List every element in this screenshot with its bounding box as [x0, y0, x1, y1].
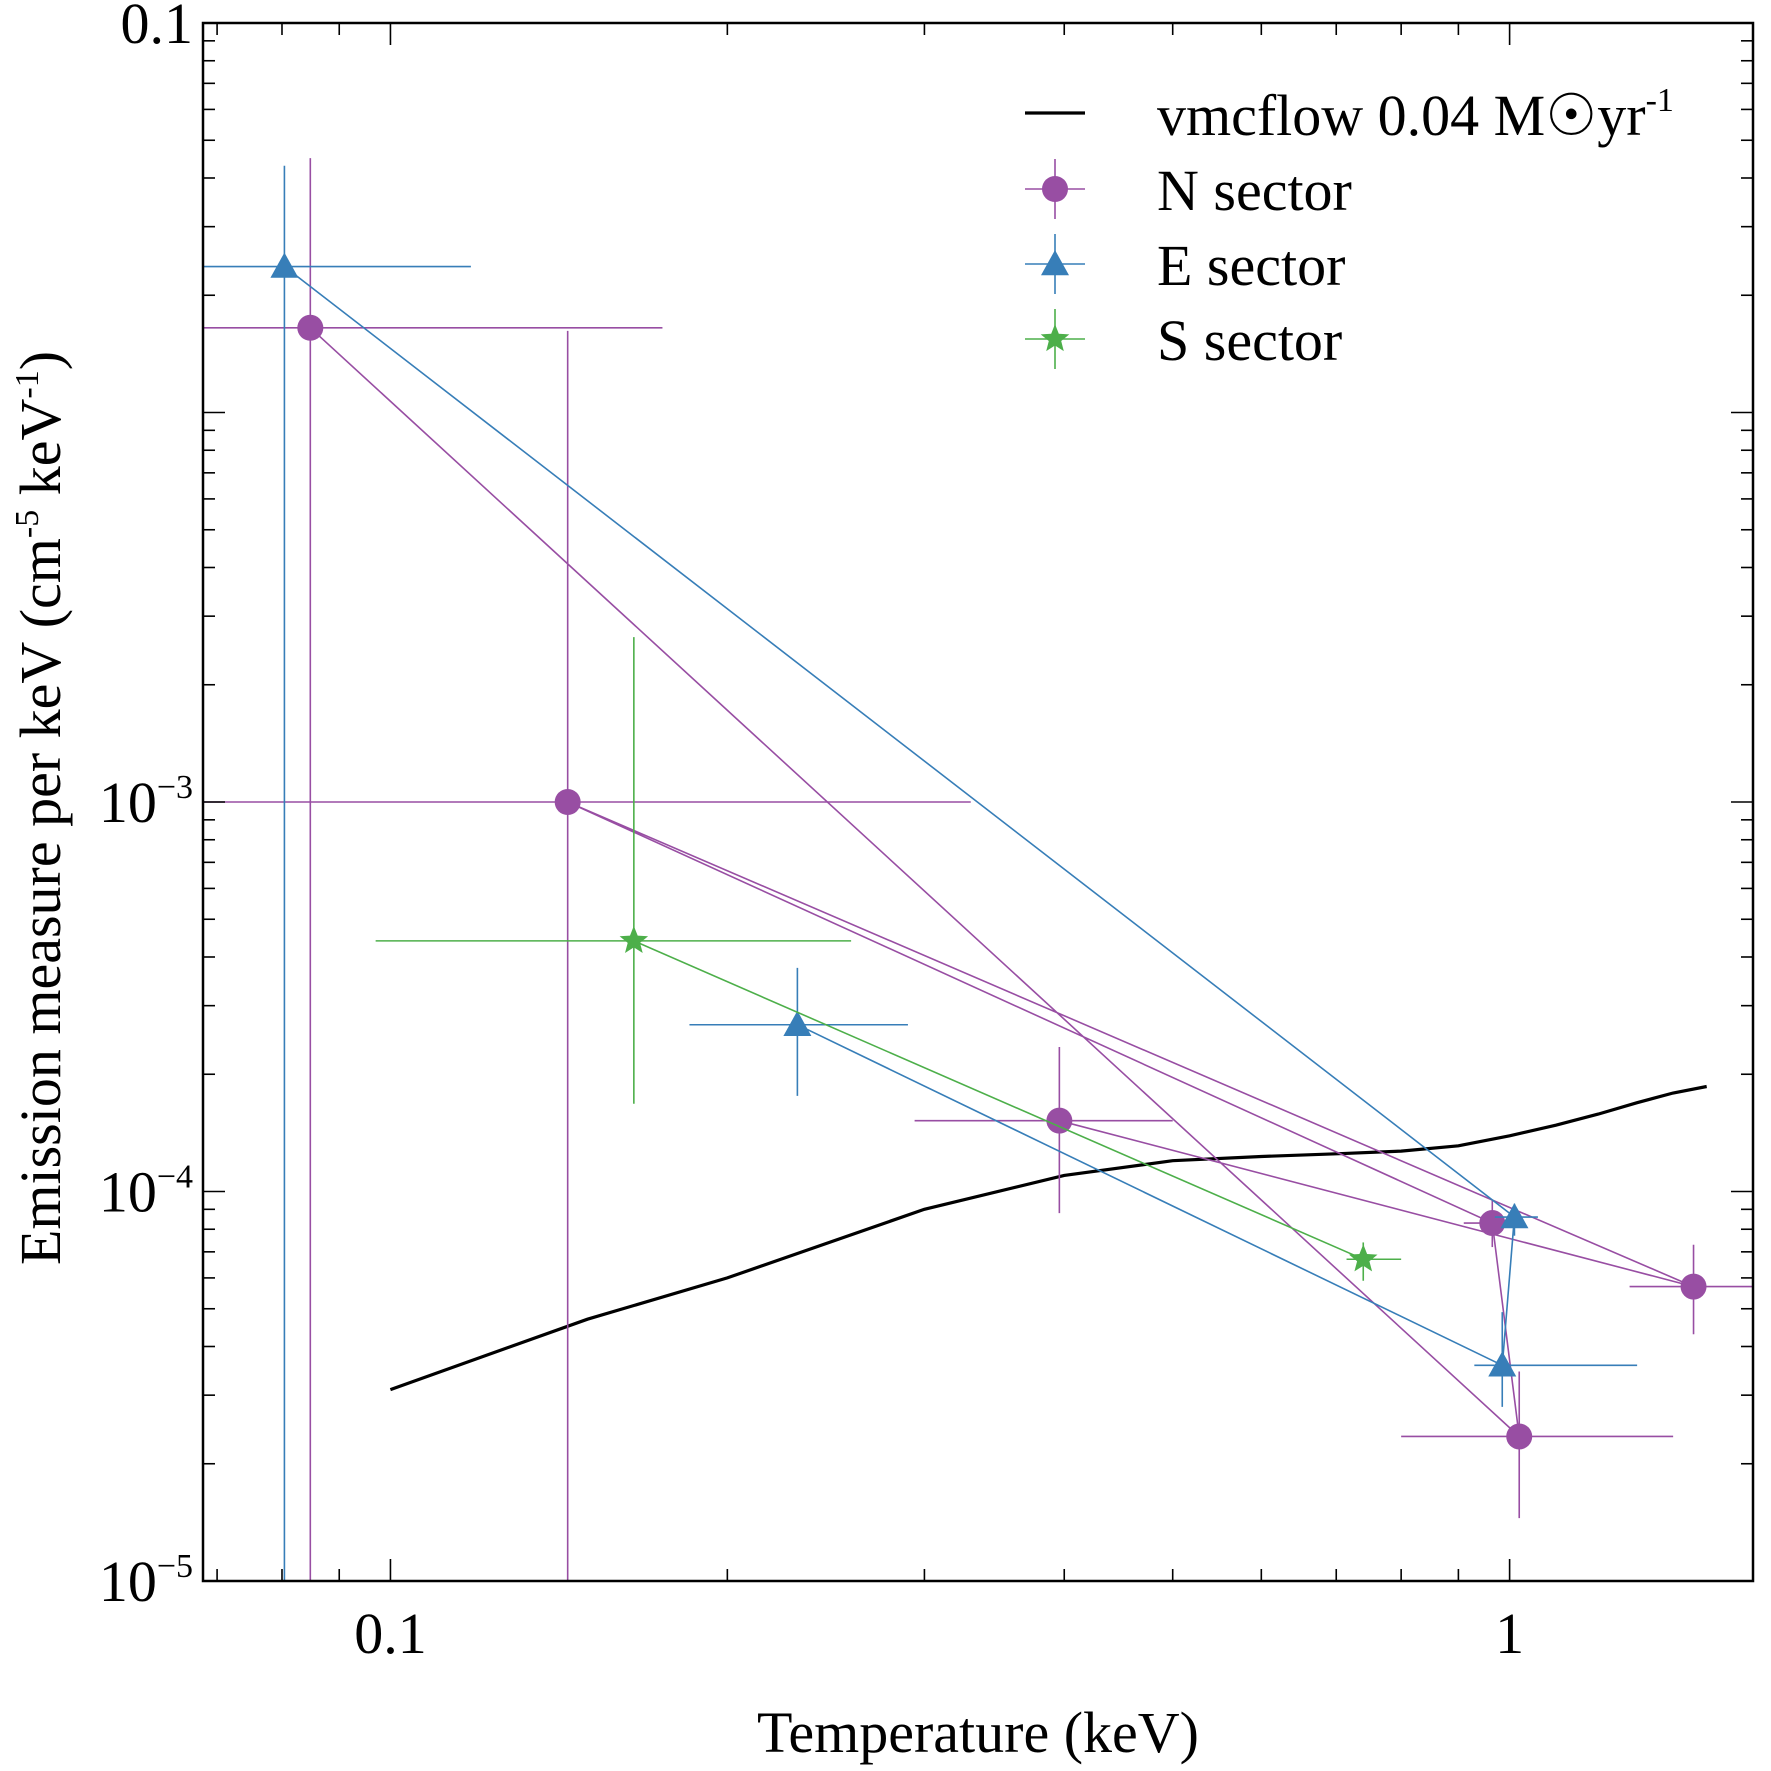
x-tick-label: 0.1: [354, 1601, 427, 1666]
point-s-1: [1349, 1244, 1378, 1272]
point-n-4: [1506, 1423, 1533, 1450]
y-tick-label: 10−3: [99, 769, 193, 835]
y-tick-label: 10−4: [99, 1159, 193, 1225]
point-n-5: [1680, 1273, 1707, 1300]
legend-label-n: N sector: [1157, 158, 1352, 223]
point-e-3: [1500, 1203, 1529, 1229]
x-axis-label: Temperature (keV): [757, 1700, 1199, 1765]
legend-label-e: E sector: [1157, 233, 1345, 298]
series-line-e: [283, 265, 1516, 1367]
series-line-n: [309, 327, 1694, 1439]
model-curve: [389, 1084, 1708, 1392]
series-n: [203, 158, 1753, 1581]
legend-label-model: vmcflow 0.04 M☉yr-1: [1157, 82, 1674, 148]
series-e: [203, 165, 1638, 1581]
point-n-3: [1479, 1210, 1506, 1237]
chart-plot-area: [203, 158, 1753, 1581]
point-e-2: [1488, 1351, 1517, 1377]
legend-label-s: S sector: [1157, 308, 1342, 373]
legend-marker-n: [1042, 176, 1068, 202]
point-e-1: [783, 1010, 812, 1036]
x-tick-label: 1: [1495, 1601, 1524, 1666]
y-tick-label: 0.1: [121, 0, 194, 56]
point-n-1: [554, 789, 581, 815]
point-s-0: [619, 925, 649, 953]
axis-ticks: 0.1 1 0.1 10−3 10−4 10−5: [99, 0, 1753, 1666]
point-n-0: [297, 314, 324, 341]
legend: vmcflow 0.04 M☉yr-1 N sector E sector S …: [1025, 82, 1674, 373]
legend-marker-s: [1040, 324, 1070, 352]
sun-symbol-icon: ☉: [1545, 83, 1597, 148]
plot-contents: [203, 158, 1753, 1581]
series-s: [375, 637, 1402, 1281]
series-line-s: [633, 940, 1364, 1260]
point-n-2: [1046, 1107, 1073, 1134]
legend-marker-e: [1041, 250, 1069, 276]
legend-symbols: [1025, 111, 1085, 369]
y-tick-label: 10−5: [99, 1548, 193, 1614]
point-e-0: [270, 252, 299, 278]
y-axis-label: Emission measure per keV (cm-5 keV-1): [8, 351, 73, 1265]
